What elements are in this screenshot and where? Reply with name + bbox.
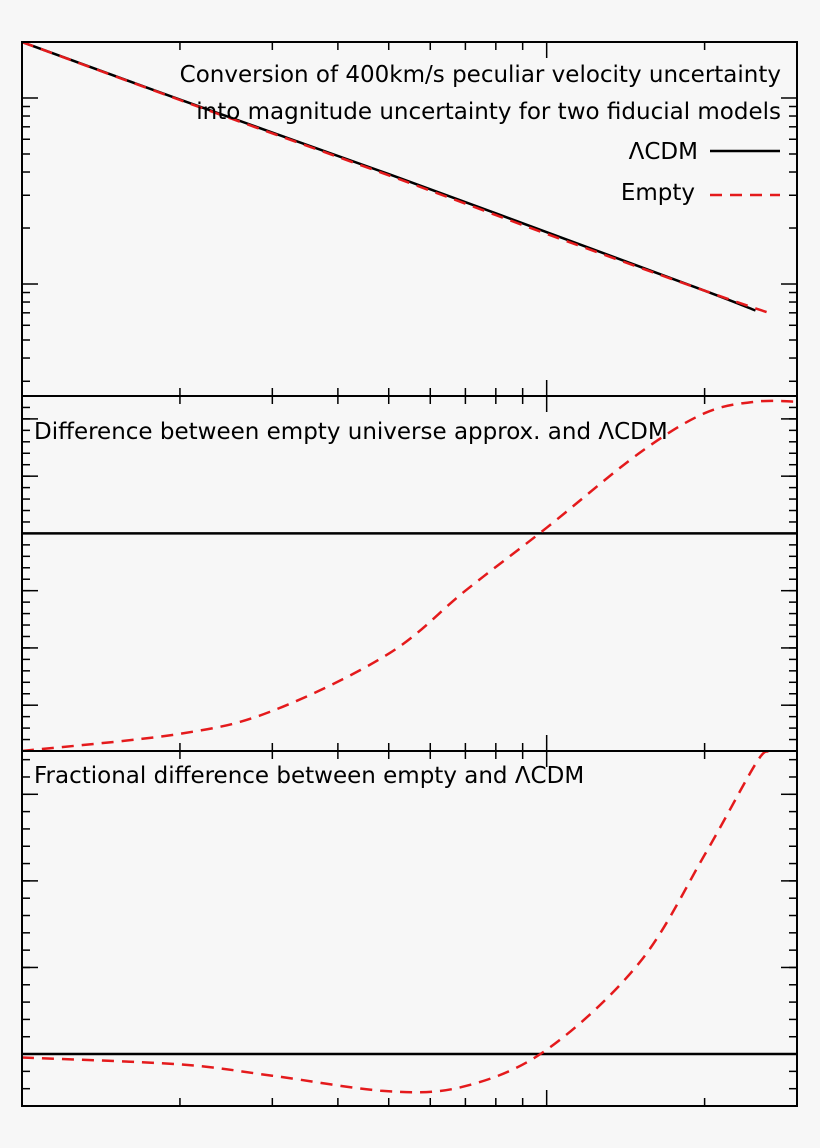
middle-title: Difference between empty universe approx…	[34, 419, 668, 445]
middle-series-empty-line	[22, 399, 797, 751]
middle-plot-area	[22, 399, 797, 751]
top-series-empty-line	[22, 42, 770, 314]
top-plot-area	[22, 42, 770, 314]
top-title-line-2: into magnitude uncertainty for two fiduc…	[196, 99, 781, 125]
figure-border	[21, 41, 798, 1107]
panel-frames	[21, 41, 798, 1107]
top-series-lcdm-line	[22, 42, 756, 312]
legend-label-empty: Empty	[621, 180, 695, 206]
bottom-plot-area	[22, 751, 797, 1094]
bottom-title: Fractional difference between empty and …	[34, 763, 584, 789]
legend: ΛCDM Empty	[621, 139, 780, 206]
panel-middle: Difference between empty universe approx…	[22, 399, 797, 751]
axis-ticks	[21, 42, 797, 1106]
panel-top: Conversion of 400km/s peculiar velocity …	[22, 42, 781, 314]
legend-label-lcdm: ΛCDM	[629, 139, 698, 165]
bottom-series-empty-line	[22, 751, 770, 1094]
top-title-line-1: Conversion of 400km/s peculiar velocity …	[180, 62, 781, 88]
panel-bottom: Fractional difference between empty and …	[22, 751, 797, 1094]
